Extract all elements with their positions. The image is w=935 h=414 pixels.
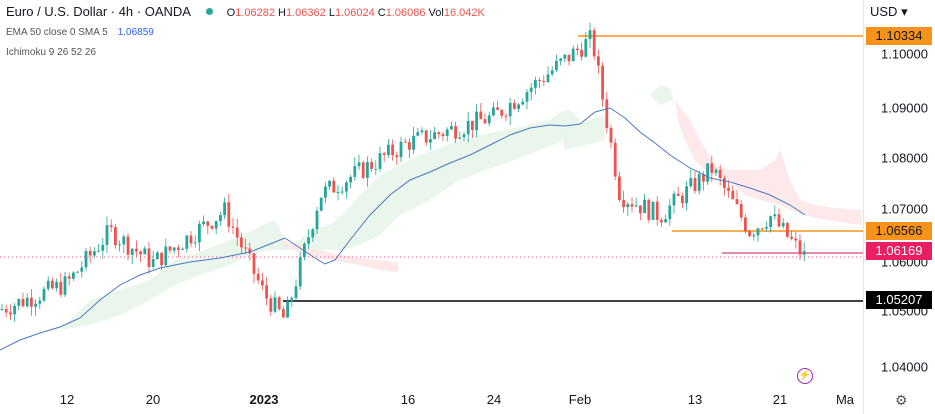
time-tick: 2023: [249, 392, 279, 407]
chevron-down-icon: ▾: [897, 4, 908, 19]
ichimoku-cloud-bearish: [675, 100, 862, 225]
chart-legend: Euro / U.S. Dollar · 4h · OANDA O1.06282…: [6, 4, 485, 61]
price-axis[interactable]: USD ▾ 1.10000 1.09000 1.08000 1.07000 1.…: [863, 0, 935, 414]
price-tick: 1.04000: [881, 359, 928, 375]
price-tick: 1.09000: [881, 100, 928, 116]
time-tick: 13: [687, 392, 703, 407]
time-tick: 24: [486, 392, 502, 407]
candlesticks: [0, 22, 806, 322]
indicator-ichimoku[interactable]: Ichimoku 9 26 52 26: [6, 47, 97, 58]
price-tag-resistance-high: 1.10334: [866, 27, 932, 45]
time-axis[interactable]: 12 20 2023 16 24 Feb 13 21 Ma: [0, 388, 863, 414]
time-tick: Feb: [568, 392, 592, 407]
lightning-icon[interactable]: ⚡: [797, 368, 813, 384]
price-tag-support: 1.05207: [866, 291, 932, 309]
price-tick: 1.08000: [881, 150, 928, 166]
price-tag-resistance: 1.06566: [866, 222, 932, 240]
ema-50-line: [0, 107, 806, 351]
ichimoku-cloud-bearish-2: [280, 240, 398, 272]
gear-icon[interactable]: ⚙: [895, 392, 908, 408]
ohlc-values: O1.06282 H1.06362 L1.06024 C1.06086 Vol1…: [226, 7, 485, 19]
time-tick: 16: [400, 392, 416, 407]
ema-value: 1.06859: [117, 27, 154, 38]
price-tick: 1.10000: [881, 46, 928, 62]
time-tick: 12: [59, 392, 75, 407]
indicator-ema[interactable]: EMA 50 close 0 SMA 5 1.06859: [6, 27, 154, 38]
market-status-dot-icon: [206, 8, 214, 15]
time-tick: Ma: [835, 392, 855, 407]
ichimoku-cloud-bullish-2: [650, 85, 673, 105]
price-tag-current: 1.06169: [866, 242, 932, 260]
price-chart-canvas[interactable]: [0, 0, 863, 388]
time-tick: 20: [145, 392, 161, 407]
time-tick: 21: [772, 392, 788, 407]
legend-row-symbol: Euro / U.S. Dollar · 4h · OANDA O1.06282…: [6, 4, 485, 21]
symbol-title[interactable]: Euro / U.S. Dollar · 4h · OANDA: [6, 4, 191, 19]
price-tick: 1.07000: [881, 201, 928, 217]
currency-label[interactable]: USD ▾: [870, 4, 908, 19]
ichimoku-cloud-bullish: [60, 110, 580, 330]
ichimoku-cloud-bullish-3: [560, 115, 605, 150]
